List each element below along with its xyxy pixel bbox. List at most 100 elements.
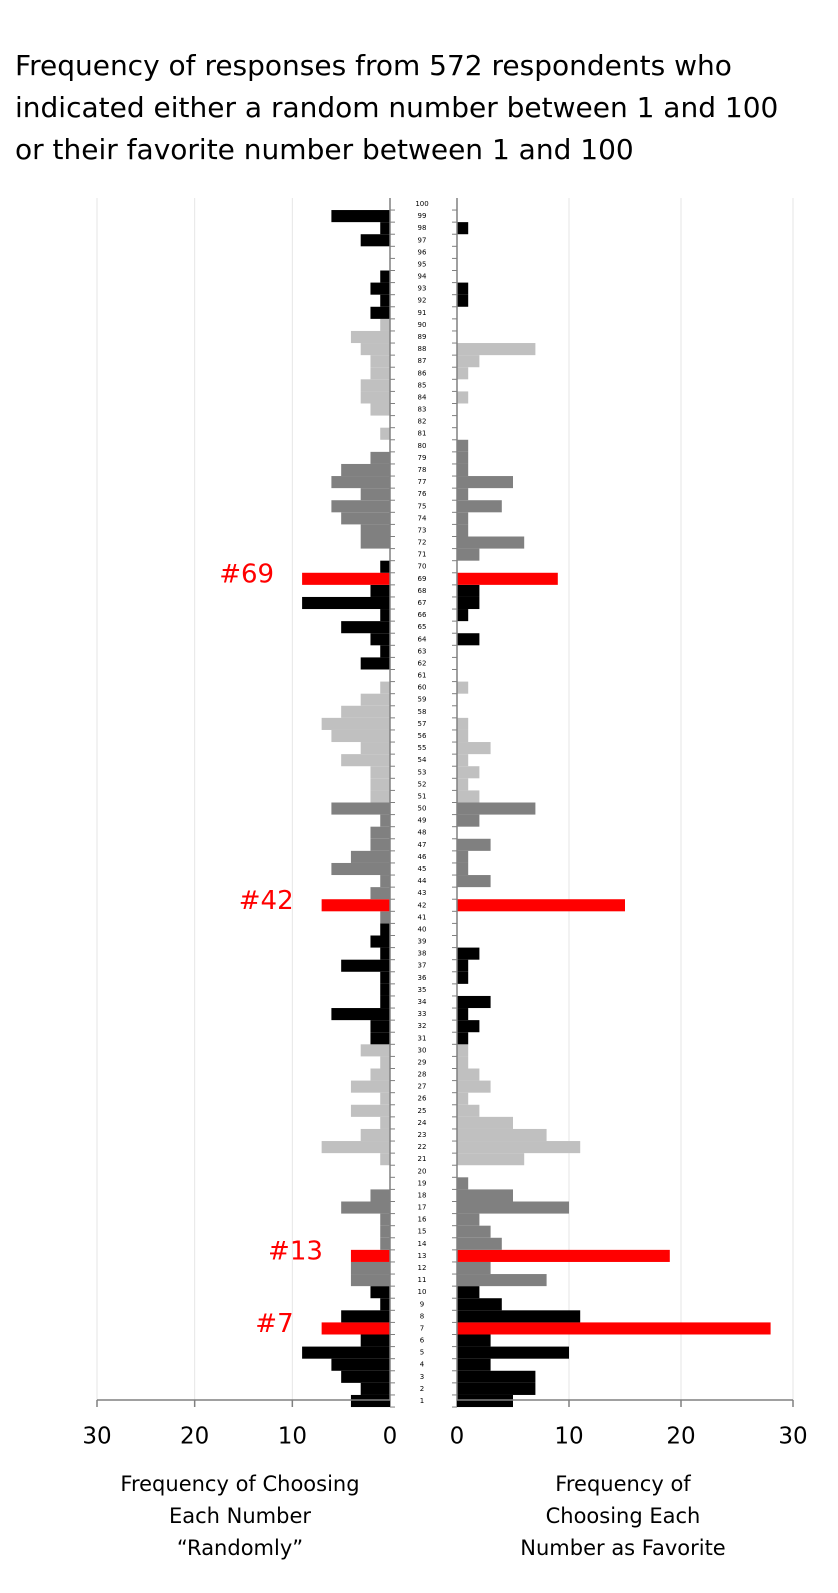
bar (380, 294, 390, 307)
bar (457, 1334, 491, 1347)
annotation: #42 (239, 886, 294, 916)
bar (350, 1080, 390, 1093)
category-label: 31 (418, 1034, 427, 1042)
category-label: 72 (418, 539, 427, 547)
x-tick-label: 0 (450, 1424, 465, 1450)
category-label: 92 (418, 297, 427, 305)
bar (370, 766, 390, 779)
bar (457, 814, 480, 827)
bar (370, 633, 390, 646)
bar (360, 1382, 390, 1395)
bar (360, 1044, 390, 1057)
category-label: 48 (418, 829, 427, 837)
bar (331, 1358, 390, 1371)
bar (380, 270, 390, 283)
bar (380, 983, 390, 996)
bar (380, 1092, 390, 1105)
bar (350, 1261, 390, 1275)
category-label: 59 (418, 696, 427, 704)
bar (350, 1104, 390, 1117)
category-label: 26 (418, 1095, 427, 1103)
category-label: 99 (418, 212, 427, 220)
category-label: 36 (418, 974, 427, 982)
bar (457, 971, 469, 984)
category-label: 80 (418, 442, 427, 450)
bar (457, 548, 480, 561)
bar (457, 294, 469, 307)
bar (457, 536, 525, 549)
bar (370, 1286, 390, 1299)
bar (360, 693, 390, 706)
x-tick-label: 0 (383, 1424, 398, 1450)
x-tick-label: 30 (82, 1424, 111, 1450)
category-label: 69 (418, 575, 427, 583)
bar (457, 1189, 513, 1202)
category-label: 67 (418, 599, 427, 607)
bar (457, 1358, 491, 1371)
bar (350, 850, 390, 863)
bar (302, 596, 390, 610)
bar (457, 717, 469, 730)
bar (457, 1177, 469, 1190)
bar (457, 451, 469, 464)
bar (457, 1201, 569, 1214)
bar (380, 814, 390, 827)
bar (457, 500, 502, 513)
axis-label: Choosing Each (546, 1504, 701, 1528)
bar (457, 1225, 491, 1238)
bar (370, 584, 390, 597)
bar (331, 500, 390, 513)
category-label: 40 (418, 925, 427, 933)
category-label: 87 (418, 357, 427, 365)
bar (457, 1032, 469, 1045)
category-label: 55 (418, 744, 427, 752)
chart-title: indicated either a random number between… (15, 91, 778, 124)
category-label: 60 (418, 684, 427, 692)
category-label: 33 (418, 1010, 427, 1018)
bar (457, 838, 491, 851)
category-label: 91 (418, 309, 427, 317)
category-label: 45 (418, 865, 427, 873)
bar (457, 391, 469, 404)
bar (370, 778, 390, 791)
bar (370, 1068, 390, 1081)
bar (457, 1213, 480, 1226)
bar (457, 1068, 480, 1081)
bar (341, 1201, 390, 1214)
category-label: 13 (418, 1252, 427, 1260)
bar (380, 427, 390, 440)
category-label: 34 (418, 998, 427, 1006)
bar (370, 1032, 390, 1045)
bar (360, 536, 390, 549)
category-label: 35 (418, 986, 427, 994)
bar (321, 1141, 390, 1154)
x-tick-label: 10 (278, 1424, 307, 1450)
category-label: 8 (420, 1312, 424, 1320)
bar (380, 947, 390, 960)
category-label: 63 (418, 647, 427, 655)
category-label: 7 (420, 1324, 424, 1332)
bar (457, 1322, 771, 1335)
category-label: 82 (418, 418, 427, 426)
axis-label: Number as Favorite (520, 1536, 725, 1560)
bar (370, 826, 390, 839)
bar (360, 343, 390, 356)
bar (457, 1056, 469, 1069)
bar (380, 1298, 390, 1311)
category-label: 22 (418, 1143, 427, 1151)
bar (457, 742, 491, 755)
bar (457, 850, 469, 863)
bar (380, 971, 390, 984)
annotation: #7 (255, 1309, 293, 1339)
bar (370, 1189, 390, 1202)
bar (457, 476, 513, 489)
bar (360, 391, 390, 404)
category-label: 86 (418, 369, 427, 377)
category-label: 6 (420, 1337, 425, 1345)
bar (370, 887, 390, 900)
category-label: 15 (418, 1228, 427, 1236)
category-label: 75 (418, 502, 427, 510)
bar (380, 560, 390, 573)
category-label: 51 (418, 792, 427, 800)
category-label: 79 (418, 454, 427, 462)
